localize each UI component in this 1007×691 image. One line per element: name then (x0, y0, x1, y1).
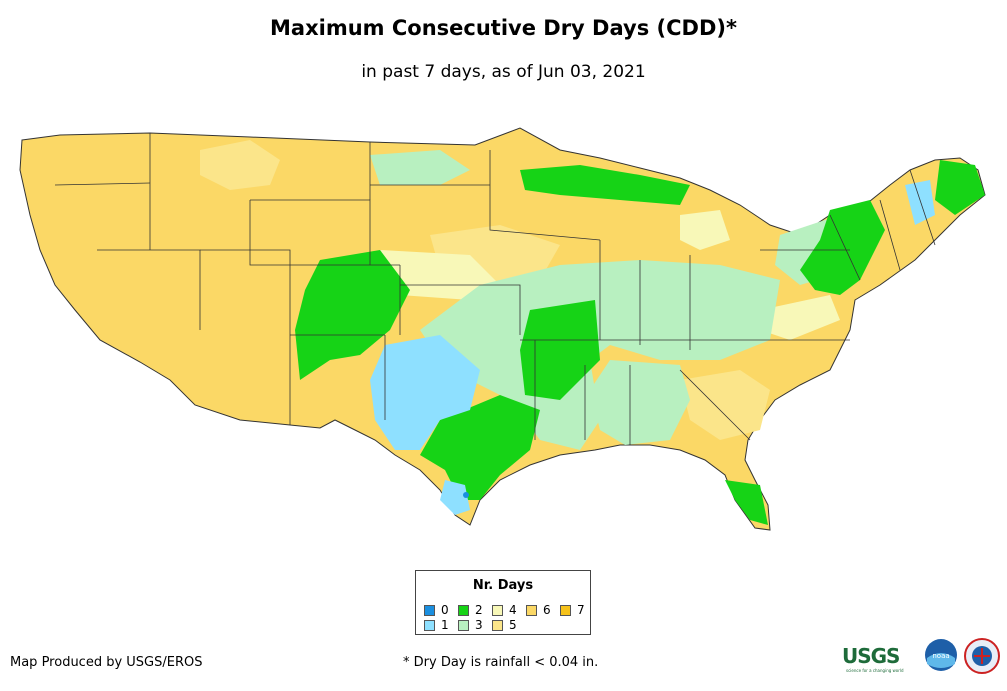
map-credit: Map Produced by USGS/EROS (10, 655, 203, 670)
map-title: Maximum Consecutive Dry Days (CDD)* (270, 16, 737, 40)
legend-swatch-0 (424, 604, 435, 616)
legend-label-6: 6 (543, 603, 551, 617)
legend-label-3: 3 (475, 618, 483, 632)
usgs-tagline: science for a changing world (846, 668, 904, 673)
state-borders (54, 133, 936, 445)
zone-2-day-great-lakes (520, 165, 690, 205)
noaa-logo-text: noaa (932, 652, 949, 660)
legend-label-1: 1 (441, 618, 449, 632)
legend-box: Nr. Days 0 1 2 3 4 5 6 7 (415, 570, 591, 635)
legend-label-4: 4 (509, 603, 517, 617)
zone-3-day-northplains (370, 150, 470, 185)
agency-logos: USGS science for a changing world noaa (842, 638, 1002, 678)
zone-2-day-northeast (800, 200, 885, 295)
legend-item-3: 3 (458, 618, 483, 632)
legend-label-7: 7 (577, 603, 585, 617)
legend-swatch-5 (492, 619, 503, 631)
zone-3-day-southeast (590, 360, 690, 445)
zone-2-day-maine (935, 160, 985, 215)
zone-2-day-florida (725, 480, 768, 525)
map-subtitle: in past 7 days, as of Jun 03, 2021 (361, 62, 646, 82)
usgs-logo: USGS (842, 644, 900, 668)
legend-swatch-1 (424, 619, 435, 631)
zone-4-day-michigan (680, 210, 730, 250)
footnote: * Dry Day is rainfall < 0.04 in. (403, 655, 599, 670)
zone-5-day-southeast (680, 370, 770, 440)
legend-item-0: 0 (424, 603, 449, 617)
legend-swatch-4 (492, 604, 503, 616)
legend-item-7: 7 (560, 603, 585, 617)
zone-5-day-northwest (200, 140, 280, 190)
zone-1-day-newengland (905, 180, 935, 225)
legend-item-1: 1 (424, 618, 449, 632)
zone-1-day-texas (370, 335, 480, 450)
legend-swatch-2 (458, 604, 469, 616)
legend-swatch-3 (458, 619, 469, 631)
legend-item-4: 4 (492, 603, 517, 617)
zone-1-day-coast (440, 480, 470, 515)
legend-item-2: 2 (458, 603, 483, 617)
zone-2-day-arkansas (520, 300, 600, 400)
legend-item-6: 6 (526, 603, 551, 617)
zone-2-day-southplains (295, 250, 410, 380)
legend-label-0: 0 (441, 603, 449, 617)
legend-item-5: 5 (492, 618, 517, 632)
zone-2-day-texas-east (420, 395, 540, 500)
legend-label-2: 2 (475, 603, 483, 617)
legend-title: Nr. Days (472, 578, 534, 593)
legend-label-5: 5 (509, 618, 517, 632)
legend-swatch-6 (526, 604, 537, 616)
zone-0-day-texas (463, 492, 469, 498)
noaa-logo: noaa (925, 639, 957, 671)
nws-logo (964, 638, 1000, 674)
legend-swatch-7 (560, 604, 571, 616)
zone-4-day-virginia (760, 295, 840, 340)
